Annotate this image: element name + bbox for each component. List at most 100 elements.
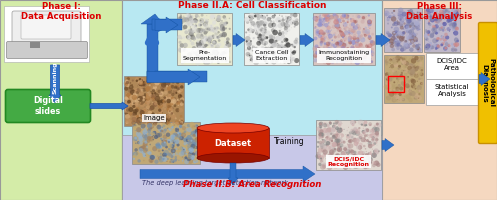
Circle shape [406,69,411,74]
Circle shape [428,44,432,48]
Circle shape [342,131,343,132]
Circle shape [206,44,208,46]
Circle shape [407,62,410,65]
Circle shape [320,54,325,60]
Circle shape [263,47,264,48]
Circle shape [449,12,452,15]
Circle shape [387,18,390,21]
Circle shape [136,115,139,118]
Circle shape [182,57,184,58]
Circle shape [156,142,160,147]
Circle shape [357,56,360,59]
Circle shape [372,138,374,140]
Circle shape [449,30,450,32]
Circle shape [270,35,275,40]
Circle shape [190,144,193,146]
Circle shape [415,75,419,79]
Circle shape [249,13,254,18]
Circle shape [332,43,337,48]
Circle shape [179,120,184,125]
Circle shape [407,86,411,89]
Circle shape [246,49,247,50]
Circle shape [328,19,330,20]
Circle shape [316,29,320,33]
Circle shape [363,57,365,59]
Circle shape [446,27,451,31]
Circle shape [394,42,399,47]
Circle shape [246,40,248,43]
Circle shape [320,35,323,37]
FancyBboxPatch shape [6,42,87,58]
Circle shape [358,39,360,42]
Circle shape [272,30,278,35]
Circle shape [177,85,179,87]
Circle shape [285,16,286,17]
Circle shape [215,19,216,21]
Circle shape [248,47,249,48]
Circle shape [451,22,456,27]
Circle shape [404,24,409,29]
Circle shape [222,33,224,35]
Circle shape [332,147,336,152]
Circle shape [378,128,380,129]
Circle shape [414,67,418,71]
Circle shape [369,131,371,133]
Circle shape [325,17,330,22]
Circle shape [360,51,363,54]
Circle shape [169,84,173,88]
Circle shape [211,45,213,47]
Circle shape [343,147,347,151]
Circle shape [410,37,412,39]
Circle shape [400,18,402,21]
Circle shape [356,50,359,53]
Circle shape [449,43,450,44]
Circle shape [133,155,136,158]
Circle shape [195,152,196,153]
Circle shape [292,22,293,23]
Circle shape [320,50,323,53]
Circle shape [404,43,408,47]
Circle shape [339,30,341,33]
Circle shape [428,45,432,49]
Circle shape [323,47,326,50]
Text: Phase I:
Data Acquisition: Phase I: Data Acquisition [21,2,101,21]
Circle shape [195,24,197,27]
Circle shape [187,154,192,159]
Circle shape [194,137,200,143]
Circle shape [186,147,191,151]
Circle shape [168,94,172,98]
Circle shape [336,129,339,132]
Circle shape [340,33,342,35]
Circle shape [317,56,321,60]
Circle shape [361,44,362,45]
Circle shape [155,104,157,106]
Circle shape [337,137,342,142]
Circle shape [364,134,367,137]
Circle shape [322,153,327,158]
Circle shape [353,25,358,30]
Circle shape [148,92,149,93]
Circle shape [362,29,367,34]
Circle shape [178,108,183,113]
Circle shape [154,126,155,127]
Circle shape [440,27,443,29]
Circle shape [159,157,160,158]
Circle shape [418,28,420,30]
Circle shape [151,112,155,116]
Circle shape [183,149,184,150]
Circle shape [411,83,413,86]
Circle shape [329,33,331,35]
Circle shape [173,113,174,115]
Circle shape [218,58,220,59]
Circle shape [429,43,430,44]
Circle shape [355,131,358,134]
Circle shape [386,77,390,81]
Circle shape [196,54,200,59]
Circle shape [367,43,372,48]
Circle shape [407,65,408,66]
Circle shape [159,146,162,148]
Circle shape [338,42,343,47]
Circle shape [206,21,208,23]
Circle shape [210,44,215,48]
Circle shape [398,68,399,69]
